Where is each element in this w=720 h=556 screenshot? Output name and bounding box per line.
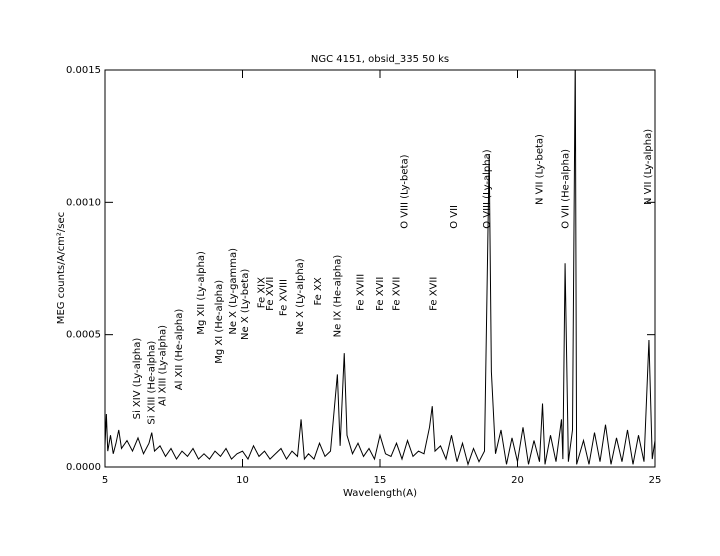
- x-tick-label: 25: [649, 475, 662, 486]
- line-annotation: Fe XVIII: [356, 274, 367, 311]
- line-annotation: Al XII (He-alpha): [174, 309, 185, 391]
- line-annotation: Si XIII (He-alpha): [147, 341, 158, 425]
- y-tick-label: 0.0000: [66, 462, 101, 473]
- chart-title: NGC 4151, obsid_335 50 ks: [311, 54, 449, 65]
- line-annotation: Fe XVII: [392, 277, 403, 311]
- line-annotation: O VII (He-alpha): [561, 149, 572, 229]
- x-tick-label: 5: [102, 475, 108, 486]
- line-annotation: Ne X (Ly-alpha): [295, 258, 306, 334]
- y-tick-label: 0.0005: [66, 330, 101, 341]
- y-axis-label: MEG counts/A/cm²/sec: [56, 212, 67, 324]
- line-annotation: Mg XII (Ly-alpha): [196, 251, 207, 335]
- line-annotation: Mg XI (He-alpha): [214, 280, 225, 364]
- line-annotation: O VIII (Ly-beta): [400, 154, 411, 228]
- x-tick-label: 20: [511, 475, 524, 486]
- line-annotation: Fe XVII: [265, 277, 276, 311]
- line-annotation: Ne IX (He-alpha): [332, 255, 343, 338]
- line-annotation: Fe XVIII: [279, 279, 290, 316]
- line-annotation: Al XIII (Ly-alpha): [158, 325, 169, 406]
- line-annotation: N VII (Ly-alpha): [643, 129, 654, 205]
- x-tick-label: 15: [374, 475, 387, 486]
- line-annotation: O VII: [449, 205, 460, 229]
- line-annotation: Fe XVII: [375, 277, 386, 311]
- spectrum-line: [105, 70, 655, 467]
- line-annotation: Fe XVII: [429, 277, 440, 311]
- line-annotation: Ne X (Ly-beta): [240, 269, 251, 340]
- y-tick-label: 0.0015: [66, 65, 101, 76]
- line-annotation: Fe XX: [313, 277, 324, 305]
- line-annotation: O VIII (Ly-alpha): [482, 149, 493, 229]
- line-annotation: Fe XIX: [257, 277, 268, 308]
- line-annotation: N VII (Ly-beta): [535, 134, 546, 205]
- line-annotation: Ne X (Ly-gamma): [228, 248, 239, 335]
- y-tick-label: 0.0010: [66, 197, 101, 208]
- line-annotation: Si XIV (Ly-alpha): [132, 338, 143, 420]
- x-axis-label: Wavelength(A): [343, 488, 417, 499]
- x-tick-label: 10: [236, 475, 249, 486]
